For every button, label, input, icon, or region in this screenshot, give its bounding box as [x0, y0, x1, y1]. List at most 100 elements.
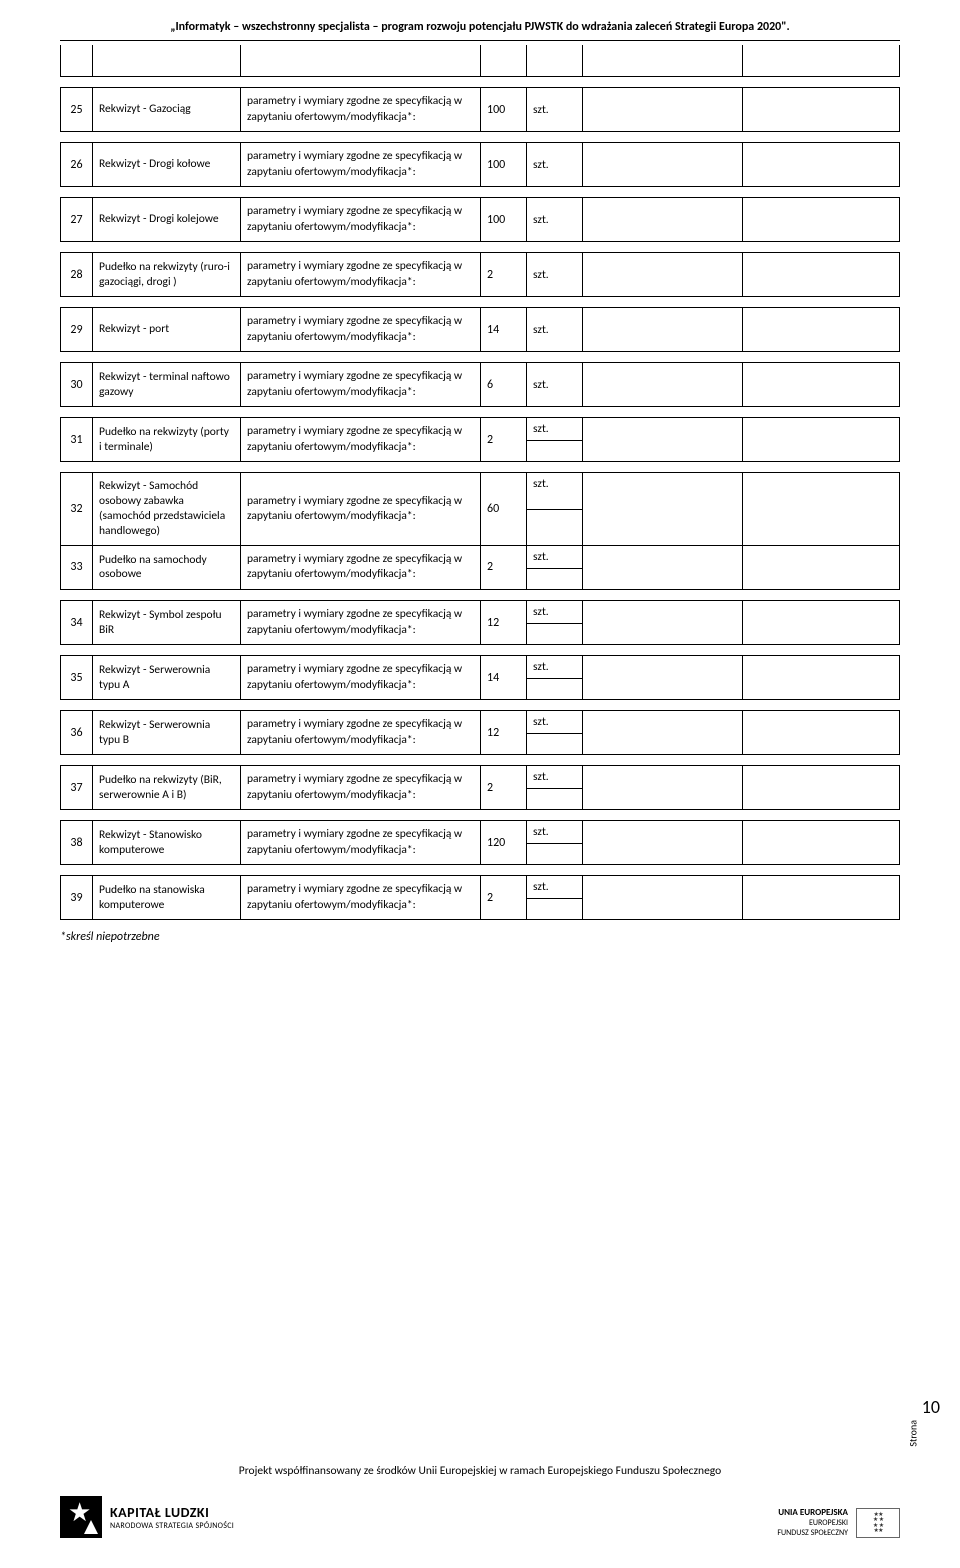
- cell-row-number: 34: [61, 601, 93, 644]
- page-container: „Informatyk – wszechstronny specjalista …: [0, 0, 960, 1568]
- table-rows-container: 25Rekwizyt - Gazociągparametry i wymiary…: [60, 87, 900, 920]
- cell-description: parametry i wymiary zgodne ze specyfikac…: [241, 656, 481, 699]
- cell-item-name: Rekwizyt - terminal naftowo gazowy: [93, 363, 241, 406]
- cell-unit-split: szt.: [527, 876, 583, 919]
- cell-extra-1: [583, 363, 743, 406]
- cell-unit-value: szt.: [527, 546, 582, 569]
- cell-unit-empty: [527, 844, 582, 864]
- cell-unit-empty: [527, 734, 582, 754]
- eu-flag-icon: ★ ★★ ★★ ★★ ★: [856, 1508, 900, 1538]
- footer-cofinancing-text: Projekt współfinansowany ze środków Unii…: [60, 1464, 900, 1478]
- footer-logo-left: KAPITAŁ LUDZKI NARODOWA STRATEGIA SPÓJNO…: [60, 1496, 234, 1538]
- cell-unit-value: szt.: [527, 766, 582, 789]
- cell-item-name: Pudełko na stanowiska komputerowe: [93, 876, 241, 919]
- table-header-empty-row: [60, 45, 900, 77]
- cell-quantity: 2: [481, 418, 527, 461]
- cell-extra-1: [583, 711, 743, 754]
- page-footer: Projekt współfinansowany ze środków Unii…: [60, 1464, 900, 1538]
- cell-unit-value: szt.: [527, 473, 582, 509]
- table-row: 29Rekwizyt - portparametry i wymiary zgo…: [60, 307, 900, 352]
- cell-row-number: 28: [61, 253, 93, 296]
- cell-unit: szt.: [527, 253, 583, 296]
- cell-unit-empty: [527, 679, 582, 699]
- cell-quantity: 2: [481, 766, 527, 809]
- logo-left-line1: KAPITAŁ LUDZKI: [110, 1504, 234, 1521]
- cell-item-name: Rekwizyt - Drogi kolejowe: [93, 198, 241, 241]
- logo-right-line2: EUROPEJSKI: [777, 1518, 848, 1528]
- cell-unit-value: szt.: [527, 876, 582, 899]
- header-col-name: [93, 45, 241, 76]
- table-row: 34Rekwizyt - Symbol zespołu BiRparametry…: [60, 600, 900, 645]
- table-sub-row: 33Pudełko na samochody osoboweparametry …: [61, 546, 899, 589]
- table-row: 35Rekwizyt - Serwerownia typu Aparametry…: [60, 655, 900, 700]
- cell-item-name: Rekwizyt - port: [93, 308, 241, 351]
- header-col-extra1: [583, 45, 743, 76]
- cell-unit: szt.: [527, 88, 583, 131]
- header-col-num: [61, 45, 93, 76]
- cell-unit-value: szt.: [527, 601, 582, 624]
- cell-row-number: 31: [61, 418, 93, 461]
- cell-item-name: Rekwizyt - Gazociąg: [93, 88, 241, 131]
- cell-unit-empty: [527, 569, 582, 589]
- cell-unit: szt.: [527, 308, 583, 351]
- cell-unit-value: szt.: [527, 711, 582, 734]
- cell-row-number: 25: [61, 88, 93, 131]
- cell-row-number: 26: [61, 143, 93, 186]
- cell-quantity: 100: [481, 198, 527, 241]
- cell-row-number: 29: [61, 308, 93, 351]
- cell-description: parametry i wymiary zgodne ze specyfikac…: [241, 418, 481, 461]
- table-row-group: 32Rekwizyt - Samochód osobowy zabawka (s…: [60, 472, 900, 590]
- cell-extra-2: [743, 601, 899, 644]
- cell-row-number: 38: [61, 821, 93, 864]
- cell-row-number: 36: [61, 711, 93, 754]
- cell-extra-2: [743, 473, 899, 545]
- cell-unit-split: szt.: [527, 711, 583, 754]
- cell-unit-value: szt.: [527, 656, 582, 679]
- cell-description: parametry i wymiary zgodne ze specyfikac…: [241, 143, 481, 186]
- table-row: 28Pudełko na rekwizyty (ruro-i gazociągi…: [60, 252, 900, 297]
- logo-right-line1: UNIA EUROPEJSKA: [777, 1507, 848, 1518]
- cell-quantity: 2: [481, 546, 527, 589]
- logo-left-line2: NARODOWA STRATEGIA SPÓJNOŚCI: [110, 1521, 234, 1531]
- table-row: 37Pudełko na rekwizyty (BiR, serwerownie…: [60, 765, 900, 810]
- cell-extra-2: [743, 418, 899, 461]
- cell-row-number: 35: [61, 656, 93, 699]
- cell-row-number: 30: [61, 363, 93, 406]
- eu-logo-text: UNIA EUROPEJSKA EUROPEJSKI FUNDUSZ SPOŁE…: [777, 1507, 848, 1538]
- cell-extra-2: [743, 821, 899, 864]
- table-row: 36Rekwizyt - Serwerownia typu Bparametry…: [60, 710, 900, 755]
- cell-item-name: Pudełko na rekwizyty (ruro-i gazociągi, …: [93, 253, 241, 296]
- table-row: 25Rekwizyt - Gazociągparametry i wymiary…: [60, 87, 900, 132]
- cell-unit-split: szt.: [527, 766, 583, 809]
- cell-unit-split: szt.: [527, 418, 583, 461]
- cell-item-name: Rekwizyt - Drogi kołowe: [93, 143, 241, 186]
- cell-item-name: Pudełko na samochody osobowe: [93, 546, 241, 589]
- header-col-unit: [527, 45, 583, 76]
- cell-quantity: 14: [481, 656, 527, 699]
- cell-row-number: 32: [61, 473, 93, 545]
- cell-unit-empty: [527, 789, 582, 809]
- cell-unit-split: szt.: [527, 821, 583, 864]
- footer-logos-row: KAPITAŁ LUDZKI NARODOWA STRATEGIA SPÓJNO…: [60, 1496, 900, 1538]
- cell-unit-split: szt.: [527, 656, 583, 699]
- cell-row-number: 39: [61, 876, 93, 919]
- cell-extra-1: [583, 546, 743, 589]
- cell-unit-empty: [527, 899, 582, 919]
- cell-quantity: 14: [481, 308, 527, 351]
- cell-unit-split: szt.: [527, 601, 583, 644]
- cell-item-name: Rekwizyt - Serwerownia typu B: [93, 711, 241, 754]
- table-sub-row: 32Rekwizyt - Samochód osobowy zabawka (s…: [61, 473, 899, 546]
- cell-description: parametry i wymiary zgodne ze specyfikac…: [241, 601, 481, 644]
- page-number-label: Strona: [907, 1420, 920, 1447]
- cell-item-name: Pudełko na rekwizyty (BiR, serwerownie A…: [93, 766, 241, 809]
- cell-row-number: 37: [61, 766, 93, 809]
- logo-right-line3: FUNDUSZ SPOŁECZNY: [777, 1528, 848, 1538]
- cell-extra-1: [583, 198, 743, 241]
- cell-extra-1: [583, 876, 743, 919]
- cell-quantity: 12: [481, 601, 527, 644]
- table-row: 26Rekwizyt - Drogi kołoweparametry i wym…: [60, 142, 900, 187]
- cell-unit-split: szt.: [527, 546, 583, 589]
- cell-unit-empty: [527, 624, 582, 644]
- cell-item-name: Pudełko na rekwizyty (porty i terminale): [93, 418, 241, 461]
- header-col-extra2: [743, 45, 899, 76]
